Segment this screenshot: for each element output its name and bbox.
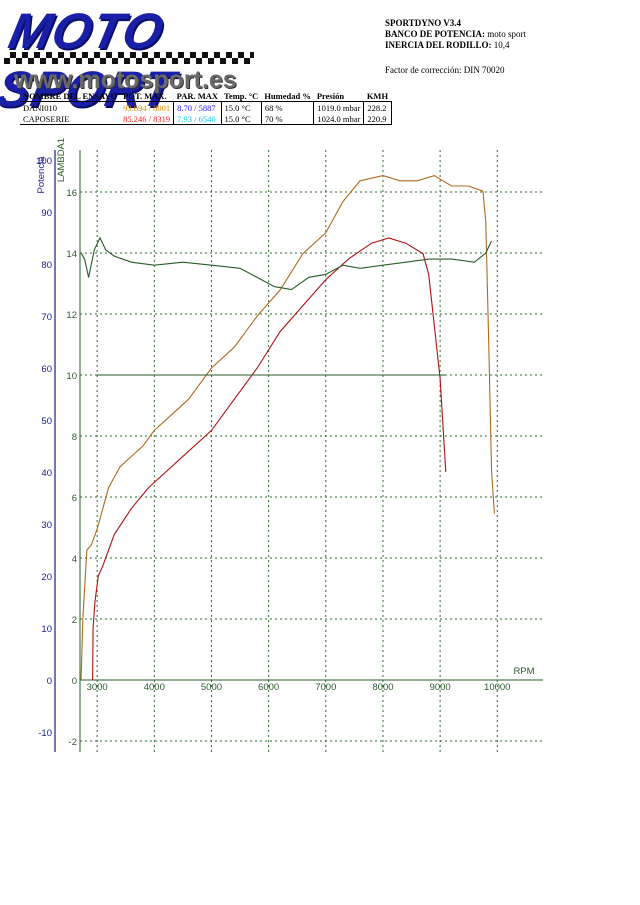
rpm-tick-label: 7000	[315, 682, 336, 693]
rpm-tick-label: 8000	[372, 682, 393, 693]
brand-url: www.motosport.es	[14, 66, 237, 94]
correction-factor: Factor de corrección: DIN 70020	[385, 65, 505, 75]
run-kmh: 220.9	[363, 113, 392, 125]
power-tick-label: 80	[41, 260, 52, 271]
run-pot-max: 85.246 / 8319	[120, 113, 175, 125]
rpm-tick-label: 5000	[201, 682, 222, 693]
col-header-pressure: Presión	[313, 91, 364, 102]
series-line-dani010	[80, 175, 495, 681]
rpm-tick-label: 3000	[87, 682, 108, 693]
power-tick-label: 10	[41, 624, 52, 635]
runs-header-row: NOMBRE DEL ENSAYO POT. MAX. PAR. MAX Tem…	[20, 91, 392, 102]
run-temp: 15.0 °C	[221, 113, 262, 125]
lambda-tick-label: 6	[72, 493, 77, 504]
lambda-tick-label: 8	[72, 432, 77, 443]
run-pressure: 1024.0 mbar	[313, 113, 365, 125]
series-line-lambda1	[80, 236, 493, 291]
col-header-par: PAR. MAX	[173, 91, 222, 102]
inertia-value: 10,4	[493, 40, 510, 50]
power-tick-label: -10	[38, 728, 52, 739]
series-line-caposerie	[92, 237, 447, 681]
bench-label: BANCO DE POTENCIA:	[385, 29, 486, 39]
col-header-temp: Temp. °C	[221, 91, 262, 102]
lambda-tick-label: 10	[66, 371, 77, 382]
run-humidity: 68 %	[261, 101, 315, 113]
col-header-kmh: KMH	[363, 91, 392, 102]
software-version: SPORTDYNO V3.4	[385, 18, 462, 28]
rpm-tick-label: 10000	[484, 682, 510, 693]
lambda-tick-label: 12	[66, 310, 77, 321]
power-tick-label: 70	[41, 312, 52, 323]
dyno-info: SPORTDYNO V3.4 BANCO DE POTENCIA: moto s…	[385, 18, 526, 76]
power-tick-label: 50	[41, 416, 52, 427]
run-pot-max: 93.694 / 8001	[120, 101, 175, 113]
lambda-axis-title: LAMBDA1	[56, 138, 67, 182]
lambda-tick-label: 4	[72, 554, 77, 565]
power-tick-label: 100	[36, 156, 52, 167]
power-tick-label: 30	[41, 520, 52, 531]
lambda-tick-label: 16	[66, 188, 77, 199]
col-header-pot: POT. MAX.	[120, 91, 174, 102]
rpm-axis-title: RPM	[513, 666, 534, 677]
rpm-tick-label: 9000	[430, 682, 451, 693]
col-header-name: NOMBRE DEL ENSAYO	[20, 91, 121, 102]
run-temp: 15.0 °C	[221, 101, 262, 113]
power-tick-label: 0	[47, 676, 52, 687]
lambda-tick-label: -2	[69, 737, 77, 748]
run-name: DANI010	[23, 102, 57, 113]
runs-table: NOMBRE DEL ENSAYO POT. MAX. PAR. MAX Tem…	[20, 91, 392, 125]
bench-value: moto sport	[487, 29, 527, 39]
lambda-tick-label: 0	[72, 676, 77, 687]
rpm-tick-label: 6000	[258, 682, 279, 693]
run-humidity: 70 %	[261, 113, 315, 125]
power-tick-label: 40	[41, 468, 52, 479]
run-name: CAPOSERIE	[20, 113, 121, 125]
col-header-humidity: Humedad %	[261, 91, 314, 102]
lambda-tick-label: 2	[72, 615, 77, 626]
checkered-flag-strip	[4, 52, 254, 64]
inertia-label: INERCIA DEL RODILLO:	[385, 40, 492, 50]
table-row: CAPOSERIE 85.246 / 8319 7.93 / 6546 15.0…	[20, 113, 392, 125]
lambda-tick-label: 14	[66, 249, 77, 260]
run-par-max: 7.93 / 6546	[173, 113, 222, 125]
run-kmh: 228.2	[363, 101, 392, 113]
table-row: DANI010 93.694 / 8001 8.70 / 5887 15.0 °…	[20, 101, 392, 113]
brand-logo: MOTO SPORT www.motosport.es	[0, 2, 270, 117]
rpm-tick-label: 4000	[144, 682, 165, 693]
run-pressure: 1019.0 mbar	[313, 101, 365, 113]
power-axis-title: Potencia	[36, 156, 47, 194]
run-par-max: 8.70 / 5887	[173, 101, 222, 113]
power-tick-label: 60	[41, 364, 52, 375]
power-tick-label: 20	[41, 572, 52, 583]
power-tick-label: 90	[41, 208, 52, 219]
